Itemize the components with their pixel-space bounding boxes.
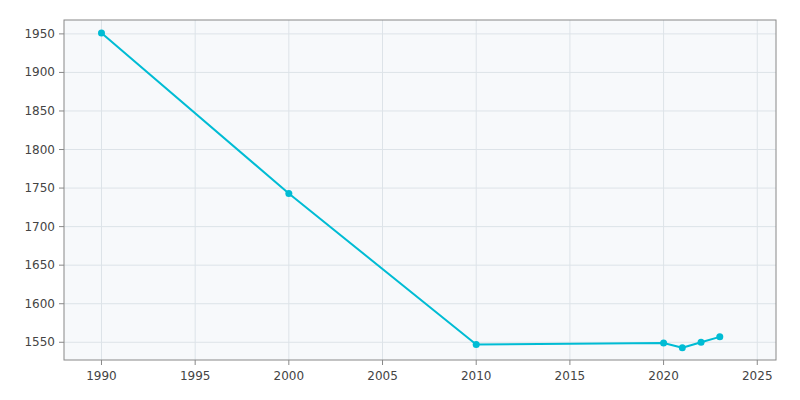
x-grid-line: [569, 20, 570, 360]
y-tick: [59, 342, 64, 343]
x-tick: [569, 360, 570, 365]
axes: 1990 1995 2000 2005 2010 2015 2020 2025 1550 1600…: [24, 27, 772, 383]
line: [101, 33, 719, 348]
y-tick-label: 1650: [24, 258, 55, 272]
y-tick-label: 1600: [24, 297, 55, 311]
x-tick: [757, 360, 758, 365]
series: [98, 30, 723, 352]
x-tick: [195, 360, 196, 365]
y-grid-line: [64, 188, 776, 189]
x-tick-label: 1995: [180, 369, 211, 383]
x-tick: [101, 360, 102, 365]
y-grid-line: [64, 342, 776, 343]
y-tick: [59, 33, 64, 34]
marker: [698, 339, 705, 346]
x-grid-line: [757, 20, 758, 360]
y-tick-label: 1950: [24, 27, 55, 41]
marker: [716, 333, 723, 340]
y-tick-label: 1550: [24, 335, 55, 349]
x-grid-line: [663, 20, 664, 360]
marker: [98, 30, 105, 37]
y-tick-label: 1900: [24, 65, 55, 79]
grid: [64, 20, 776, 360]
y-grid-line: [64, 33, 776, 34]
y-grid-line: [64, 303, 776, 304]
marker: [473, 341, 480, 348]
y-tick: [59, 303, 64, 304]
x-tick: [382, 360, 383, 365]
marker: [660, 340, 667, 347]
x-grid-line: [382, 20, 383, 360]
y-tick: [59, 110, 64, 111]
x-grid-line: [101, 20, 102, 360]
y-tick-label: 1750: [24, 181, 55, 195]
y-tick: [59, 149, 64, 150]
x-tick-label: 2010: [461, 369, 492, 383]
y-grid-line: [64, 226, 776, 227]
y-grid-line: [64, 72, 776, 73]
plot-background: [64, 20, 776, 360]
marker: [679, 344, 686, 351]
y-tick: [59, 226, 64, 227]
chart: 1990 1995 2000 2005 2010 2015 2020 2025 1550 1600…: [0, 0, 800, 400]
y-grid-line: [64, 149, 776, 150]
y-tick-label: 1700: [24, 220, 55, 234]
x-tick-label: 2015: [555, 369, 586, 383]
y-grid-line: [64, 110, 776, 111]
x-tick-label: 2005: [367, 369, 398, 383]
x-tick: [476, 360, 477, 365]
marker: [285, 190, 292, 197]
y-tick: [59, 188, 64, 189]
y-tick-label: 1850: [24, 104, 55, 118]
y-tick: [59, 72, 64, 73]
plot-frame: [64, 20, 776, 360]
x-tick-label: 1990: [86, 369, 117, 383]
x-tick-label: 2020: [648, 369, 679, 383]
x-tick-label: 2000: [274, 369, 305, 383]
y-tick: [59, 265, 64, 266]
y-grid-line: [64, 265, 776, 266]
x-tick: [288, 360, 289, 365]
x-grid-line: [476, 20, 477, 360]
x-tick-label: 2025: [742, 369, 773, 383]
y-tick-label: 1800: [24, 143, 55, 157]
x-grid-line: [195, 20, 196, 360]
x-tick: [663, 360, 664, 365]
